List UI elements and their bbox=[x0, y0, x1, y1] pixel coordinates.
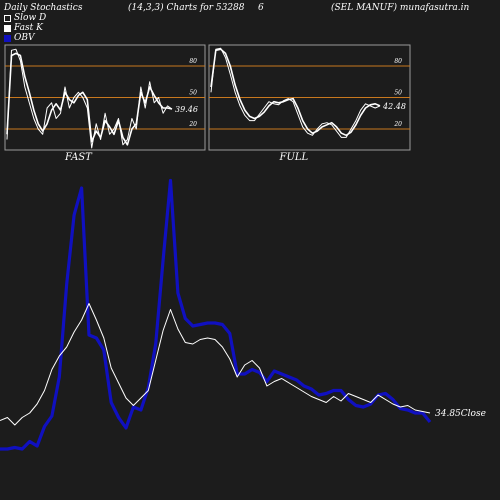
chart-header-source: (SEL MANUF) munafasutra.in bbox=[331, 3, 470, 13]
main-last-value-label: 34.85Close bbox=[435, 409, 486, 419]
full-last-value-label: 42.48 bbox=[382, 102, 406, 111]
obv-line bbox=[0, 178, 432, 451]
legend-item-fast-k: Fast K bbox=[4, 23, 43, 33]
legend-label-obv: OBV bbox=[14, 33, 35, 43]
chart-header-title: Daily Stochastics bbox=[4, 3, 83, 13]
fast-series-line-1 bbox=[6, 48, 173, 149]
full-series-line-1 bbox=[210, 47, 381, 138]
fast-series-line-0 bbox=[6, 52, 173, 146]
price-line bbox=[0, 303, 431, 426]
fast-tick-label-80: 80 bbox=[189, 58, 197, 65]
full-series-line-0 bbox=[210, 48, 381, 137]
legend-swatch-slow-d bbox=[4, 14, 11, 22]
chart-header-number: 6 bbox=[258, 3, 264, 13]
chart-header-params: (14,3,3) Charts for 53288 bbox=[128, 3, 245, 13]
full-panel-title: FULL bbox=[279, 152, 309, 163]
full-tick-label-50: 50 bbox=[394, 90, 402, 97]
legend-swatch-obv bbox=[4, 34, 11, 42]
legend-label-fast-k: Fast K bbox=[14, 23, 43, 33]
legend-swatch-fast-k bbox=[4, 24, 11, 32]
fast-panel-title: FAST bbox=[64, 152, 93, 163]
fast-last-value-label: 39.46 bbox=[175, 105, 198, 114]
legend-label-slow-d: Slow D bbox=[14, 13, 47, 23]
legend-item-obv: OBV bbox=[4, 33, 35, 43]
fast-tick-label-20: 20 bbox=[188, 121, 197, 128]
fast-tick-label-50: 50 bbox=[189, 90, 197, 97]
legend-item-slow-d: Slow D bbox=[4, 13, 46, 23]
full-tick-label-20: 20 bbox=[393, 121, 402, 128]
full-tick-label-80: 80 bbox=[394, 58, 402, 65]
